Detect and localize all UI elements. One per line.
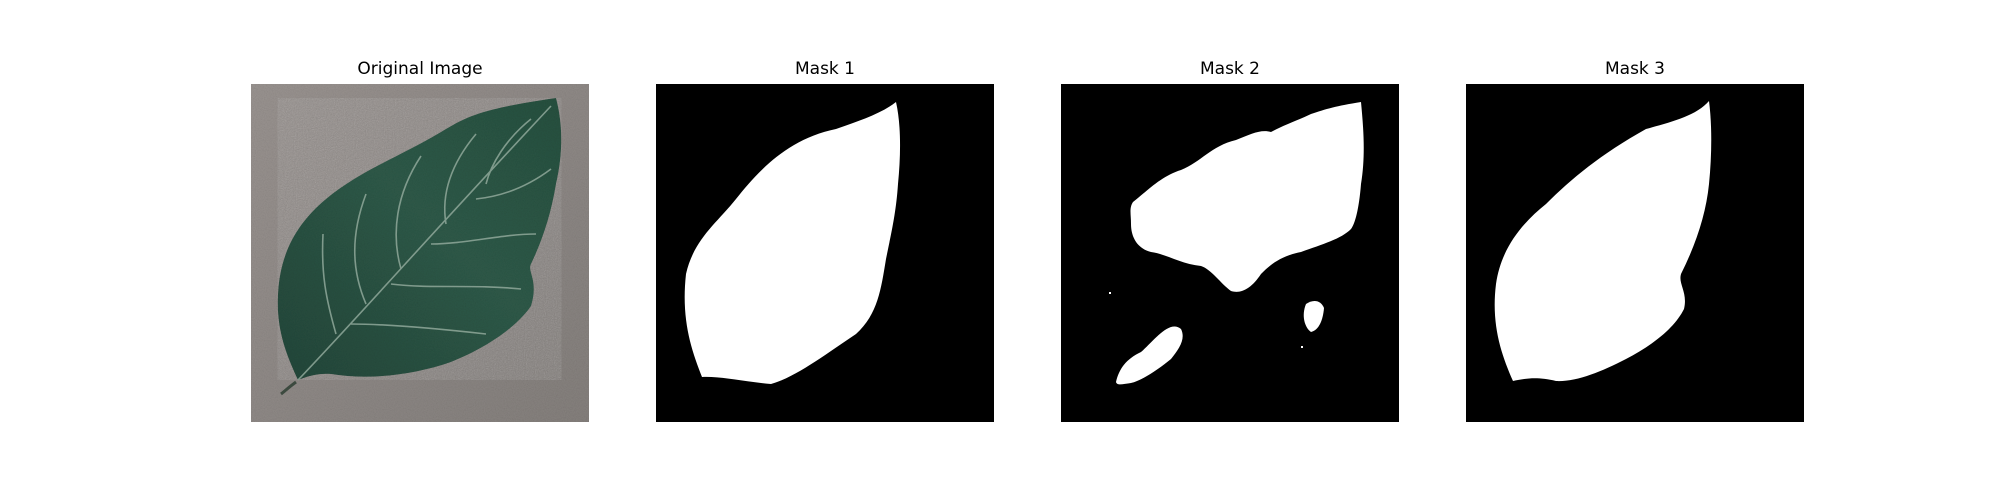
mask-1-image bbox=[656, 84, 994, 422]
mask-2-speck bbox=[1109, 292, 1111, 294]
leaf-veins bbox=[297, 105, 552, 381]
leaf-photo bbox=[251, 84, 589, 422]
mask-3 bbox=[1466, 84, 1804, 422]
panel-title-mask-3: Mask 3 bbox=[1604, 59, 1665, 79]
mask-1-region bbox=[684, 102, 901, 384]
mask-1 bbox=[656, 84, 994, 422]
mask-2 bbox=[1061, 84, 1399, 422]
leaf-stem bbox=[280, 380, 297, 396]
panel-title-original-image: Original Image bbox=[357, 59, 483, 79]
mask-2-lower-left-blob bbox=[1116, 326, 1183, 385]
mask-2-main-region bbox=[1130, 102, 1364, 292]
mask-2-image bbox=[1061, 84, 1399, 422]
mask-3-region bbox=[1494, 101, 1712, 382]
mask-2-speck bbox=[1301, 346, 1303, 348]
panel-title-mask-1: Mask 1 bbox=[794, 59, 855, 79]
mask-3-image bbox=[1466, 84, 1804, 422]
mask-2-right-blob bbox=[1303, 300, 1324, 332]
panel-title-mask-2: Mask 2 bbox=[1199, 59, 1260, 79]
leaf-blade bbox=[277, 98, 562, 380]
original-image bbox=[251, 84, 589, 422]
